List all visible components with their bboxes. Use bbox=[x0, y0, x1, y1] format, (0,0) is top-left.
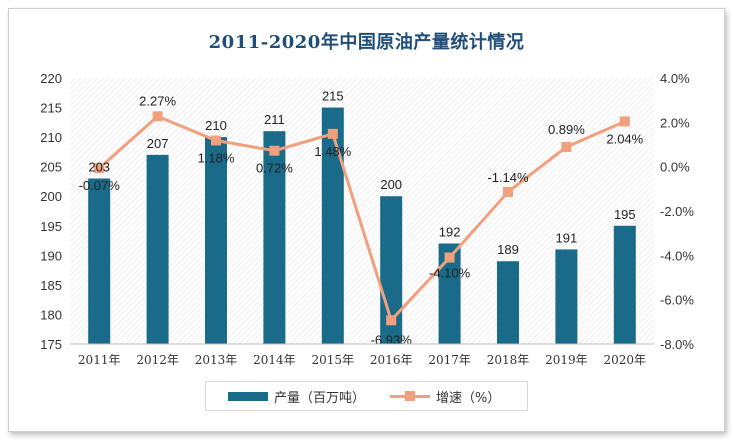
line-point bbox=[444, 252, 455, 263]
growth-value-label: -4.10% bbox=[429, 266, 471, 281]
bar bbox=[438, 243, 461, 344]
line-point bbox=[503, 186, 513, 197]
bar-value-label: 207 bbox=[147, 136, 169, 151]
bar bbox=[146, 154, 169, 344]
x-tick-label: 2016年 bbox=[370, 353, 413, 367]
x-tick-label: 2014年 bbox=[253, 353, 296, 367]
legend-swatch-bar bbox=[228, 391, 268, 401]
bar bbox=[321, 107, 344, 344]
legend-item-production: 产量（百万吨） bbox=[228, 382, 365, 410]
y-right-tick-label: 2.0% bbox=[660, 115, 690, 130]
x-tick-label: 2020年 bbox=[604, 353, 647, 367]
bar bbox=[205, 137, 227, 344]
x-tick-label: 2017年 bbox=[428, 353, 471, 367]
bar bbox=[263, 131, 286, 344]
chart-title: 2011-2020年中国原油产量统计情况 bbox=[208, 32, 525, 53]
y-right-tick-label: -2.0% bbox=[660, 204, 694, 219]
bar-value-label: 192 bbox=[439, 225, 461, 240]
y-left-tick-label: 175 bbox=[40, 337, 62, 352]
line-series bbox=[94, 111, 630, 326]
x-tick-label: 2013年 bbox=[195, 353, 238, 367]
bar-value-label: 210 bbox=[205, 118, 227, 133]
y-right-tick-label: -8.0% bbox=[660, 337, 694, 352]
legend-swatch-line bbox=[390, 389, 430, 403]
bar-value-label: 215 bbox=[322, 89, 344, 104]
y-right-tick-label: -6.0% bbox=[660, 293, 694, 308]
bar-value-label: 203 bbox=[88, 159, 110, 174]
growth-value-label: -0.07% bbox=[79, 178, 121, 193]
y-left-tick-label: 190 bbox=[40, 248, 62, 263]
bar-value-label: 191 bbox=[556, 230, 578, 245]
line-point bbox=[269, 145, 280, 156]
bar-value-label: 195 bbox=[614, 207, 636, 222]
bar-value-label: 211 bbox=[264, 112, 285, 127]
y-right-tick-label: -4.0% bbox=[660, 248, 694, 263]
bar bbox=[497, 261, 519, 344]
y-left-tick-label: 205 bbox=[40, 160, 62, 175]
y-left-tick-label: 215 bbox=[40, 101, 62, 116]
growth-value-label: 2.04% bbox=[606, 131, 643, 146]
y-right-tick-label: 0.0% bbox=[660, 160, 690, 175]
bar-value-label: 200 bbox=[380, 177, 402, 192]
legend-label-growth: 增速（%） bbox=[436, 390, 501, 406]
growth-line bbox=[98, 114, 626, 322]
bar bbox=[555, 249, 578, 344]
line-point bbox=[561, 141, 572, 152]
line-point bbox=[327, 128, 338, 139]
x-tick-label: 2018年 bbox=[487, 353, 530, 367]
y-left-tick-label: 220 bbox=[40, 71, 62, 86]
x-tick-label: 2011年 bbox=[78, 353, 121, 367]
bar-series bbox=[88, 107, 636, 344]
line-point bbox=[94, 163, 105, 174]
bar bbox=[613, 225, 636, 344]
axes: 175 180 185 190 195 200 205 210 215 220 -8.0% -6.0%… bbox=[40, 71, 694, 367]
growth-value-label: -6.93% bbox=[371, 332, 413, 347]
y-right-tick-label: 4.0% bbox=[660, 71, 690, 86]
growth-value-label: 2.27% bbox=[139, 93, 176, 108]
line-point bbox=[619, 116, 630, 127]
line-point bbox=[211, 135, 221, 146]
line-point bbox=[386, 315, 397, 326]
x-tick-label: 2015年 bbox=[312, 353, 355, 367]
y-left-tick-label: 200 bbox=[40, 189, 62, 204]
legend-label-production: 产量（百万吨） bbox=[274, 390, 366, 406]
legend-item-growth: 增速（%） bbox=[390, 382, 500, 410]
line-point bbox=[152, 111, 163, 122]
y-left-tick-label: 180 bbox=[40, 307, 62, 322]
growth-value-label: 0.72% bbox=[256, 161, 293, 176]
y-left-tick-label: 195 bbox=[40, 219, 62, 234]
x-tick-label: 2019年 bbox=[545, 353, 588, 367]
x-tick-label: 2012年 bbox=[136, 353, 179, 367]
y-left-tick-label: 185 bbox=[40, 278, 62, 293]
growth-value-label: 1.18% bbox=[198, 151, 235, 166]
bar bbox=[88, 178, 111, 344]
y-left-tick-label: 210 bbox=[40, 130, 62, 145]
legend: 产量（百万吨） 增速（%） bbox=[205, 381, 528, 411]
growth-value-label: -1.14% bbox=[487, 170, 529, 185]
growth-value-label: 1.48% bbox=[314, 144, 351, 159]
growth-value-label: 0.89% bbox=[548, 122, 585, 137]
bar-value-label: 189 bbox=[497, 242, 519, 257]
